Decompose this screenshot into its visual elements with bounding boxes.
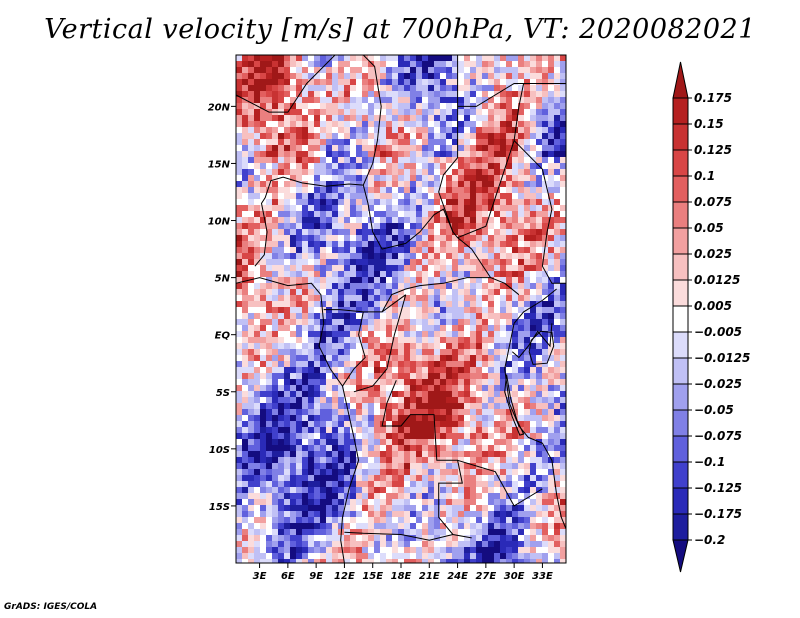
- colorbar-segment: [672, 409, 689, 437]
- colorbar-label: −0.005: [694, 325, 742, 339]
- y-axis: 20N 15N 10N 5N EQ 5S 10S 15S: [208, 102, 236, 513]
- x-tick-label: 9E: [309, 571, 323, 582]
- colorbar-segment: [672, 331, 689, 359]
- x-tick-label: 33E: [532, 571, 553, 582]
- border-line: [513, 140, 566, 284]
- colorbar-segment: [672, 513, 689, 541]
- colorbar-label: 0.175: [694, 91, 732, 105]
- colorbar-label: −0.1: [694, 455, 725, 469]
- border-line: [457, 459, 543, 507]
- y-tick-label: 15N: [208, 159, 231, 170]
- colorbar-label: 0.15: [694, 117, 724, 131]
- colorbar-label: −0.0125: [694, 351, 750, 365]
- colorbar-segment: [672, 539, 689, 573]
- colorbar-label: −0.025: [694, 377, 742, 391]
- y-tick-label: 15S: [209, 502, 230, 513]
- x-tick-label: 30E: [504, 571, 525, 582]
- border-line: [457, 83, 525, 239]
- colorbar-segment: [672, 383, 689, 411]
- y-tick-label: 5N: [215, 274, 231, 285]
- x-tick-label: 18E: [391, 571, 412, 582]
- x-tick-label: 12E: [334, 571, 355, 582]
- lake-tanganyika: [504, 374, 525, 436]
- colorbar-segment: [672, 123, 689, 151]
- x-tick-label: 3E: [253, 571, 267, 582]
- border-line: [362, 55, 382, 186]
- colorbar-segment: [672, 279, 689, 307]
- colorbar-segment: [672, 253, 689, 281]
- colorbar-label: 0.1: [694, 169, 715, 183]
- border-line: [353, 294, 407, 393]
- colorbar-label: 0.025: [694, 247, 732, 261]
- colorbar-segment: [672, 487, 689, 515]
- x-tick-label: 24E: [447, 571, 468, 582]
- colorbar-segment: [672, 461, 689, 489]
- border-line: [344, 531, 454, 541]
- colorbar-label: 0.075: [694, 195, 732, 209]
- colorbar-segment: [672, 357, 689, 385]
- y-tick-label: 10S: [209, 445, 230, 456]
- colorbar-label: −0.125: [694, 481, 742, 495]
- colorbar-label: 0.05: [694, 221, 724, 235]
- colorbar-label: −0.175: [694, 507, 742, 521]
- border-line: [381, 277, 491, 313]
- x-axis: 3E 6E 9E 12E 15E 18E 21E 24E 27E 30E 33E: [253, 563, 553, 582]
- y-tick-label: 20N: [208, 102, 231, 113]
- colorbar-label: 0.125: [694, 143, 732, 157]
- border-line: [438, 55, 459, 233]
- border-line: [362, 184, 520, 296]
- border-line: [457, 83, 566, 107]
- lake-victoria: [528, 330, 555, 365]
- y-tick-label: EQ: [215, 331, 231, 342]
- colorbar-label: −0.2: [694, 533, 725, 547]
- colorbar-label: −0.075: [694, 429, 742, 443]
- colorbar-segment: [672, 175, 689, 203]
- y-tick-label: 5S: [216, 388, 230, 399]
- colorbar-segment: [672, 149, 689, 177]
- border-line: [504, 323, 515, 370]
- x-tick-label: 21E: [419, 571, 440, 582]
- x-tick-label: 27E: [475, 571, 496, 582]
- border-line: [504, 368, 566, 529]
- colorbar-segment: [672, 435, 689, 463]
- border-line: [236, 277, 360, 563]
- country-borders: [236, 55, 566, 563]
- colorbar-segment: [672, 61, 689, 99]
- border-line: [236, 55, 336, 113]
- grads-credit: GrADS: IGES/COLA: [4, 602, 98, 612]
- x-tick-label: 6E: [281, 571, 295, 582]
- border-line: [342, 311, 366, 387]
- x-tick-label: 15E: [362, 571, 383, 582]
- chart-title: Vertical velocity [m/s] at 700hPa, VT: 2…: [44, 14, 756, 45]
- border-line: [381, 380, 472, 539]
- colorbar-label: −0.05: [694, 403, 734, 417]
- colorbar-label: 0.0125: [694, 273, 740, 287]
- y-tick-label: 10N: [208, 217, 231, 228]
- colorbar-segment: [672, 227, 689, 255]
- border-line: [513, 288, 557, 324]
- colorbar-segment: [672, 97, 689, 125]
- velocity-field: [236, 55, 566, 563]
- colorbar: 0.175 0.15 0.125 0.1 0.075 0.05 0.025 0.0125 0.0…: [672, 61, 750, 573]
- colorbar-label: 0.005: [694, 299, 732, 313]
- colorbar-segment: [672, 305, 689, 333]
- border-line: [254, 176, 364, 267]
- colorbar-segment: [672, 201, 689, 229]
